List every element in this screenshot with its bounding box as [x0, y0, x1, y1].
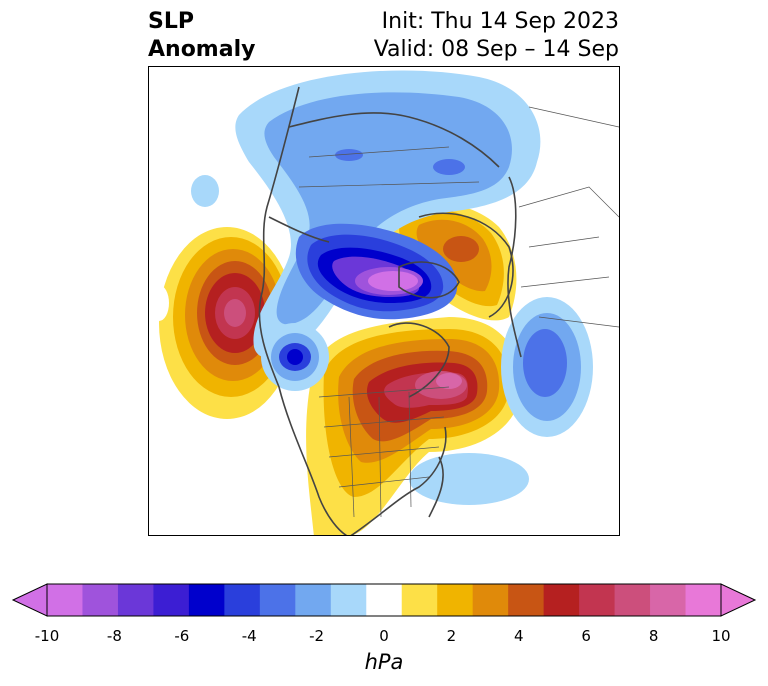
colorbar-bin [47, 584, 83, 616]
colorbar-tick-label: -2 [309, 627, 325, 645]
colorbar-bin [366, 584, 403, 616]
colorbar-bin [437, 584, 474, 616]
colorbar-tick-label: 4 [514, 627, 524, 645]
colorbar-bin [579, 584, 616, 616]
colorbar-bin [117, 584, 154, 616]
colorbar-bin [153, 584, 190, 616]
colorbar-tick-label: -6 [174, 627, 190, 645]
colorbar-tick-label: 0 [379, 627, 389, 645]
colorbar-tick-label: -4 [241, 627, 257, 645]
colorbar-bins [47, 584, 722, 616]
colorbar-graphic [11, 583, 757, 617]
colorbar-bin [401, 584, 438, 616]
colorbar-units-label: hPa [364, 650, 404, 674]
colorbar-tick-label: 8 [648, 627, 659, 645]
colorbar-bin [330, 584, 367, 616]
colorbar-bin [82, 584, 119, 616]
colorbar-bin [685, 584, 722, 616]
map-panel [148, 66, 620, 536]
colorbar-bin [295, 584, 332, 616]
colorbar-tick-label: 2 [446, 627, 457, 645]
title-line-2: Anomaly [148, 37, 256, 62]
anomaly-low-pacific [261, 323, 329, 391]
anomaly-high-north [386, 202, 517, 321]
colorbar-bin [614, 584, 651, 616]
colorbar-bin [543, 584, 580, 616]
colorbar-bin [259, 584, 296, 616]
slp-anomaly-map [149, 70, 619, 535]
anomaly-high-aleutian [159, 227, 295, 419]
colorbar [0, 580, 768, 680]
colorbar-tick-label: -10 [34, 627, 60, 645]
anomaly-low-atlantic [149, 175, 593, 505]
colorbar-tick-label: 6 [581, 627, 591, 645]
colorbar-extend-low [11, 583, 48, 617]
colorbar-tick-label: -8 [106, 627, 122, 645]
coastlines [258, 86, 522, 535]
map-title: SLP Anomaly [148, 8, 255, 64]
colorbar-tick-label: 10 [711, 627, 731, 645]
anomaly-high-canada [306, 317, 521, 535]
colorbar-bin [188, 584, 225, 616]
colorbar-bin [508, 584, 545, 616]
init-date-label: Init: Thu 14 Sep 2023 [381, 9, 619, 34]
valid-range-label: Valid: 08 Sep – 14 Sep [373, 37, 619, 62]
colorbar-extend-high [720, 583, 757, 617]
map-subtitle: Init: Thu 14 Sep 2023 Valid: 08 Sep – 14… [374, 8, 619, 64]
colorbar-border [46, 583, 722, 617]
colorbar-bin [650, 584, 687, 616]
borders [298, 106, 619, 518]
colorbar-bin [472, 584, 509, 616]
title-line-1: SLP [148, 9, 194, 34]
colorbar-bin [224, 584, 261, 616]
